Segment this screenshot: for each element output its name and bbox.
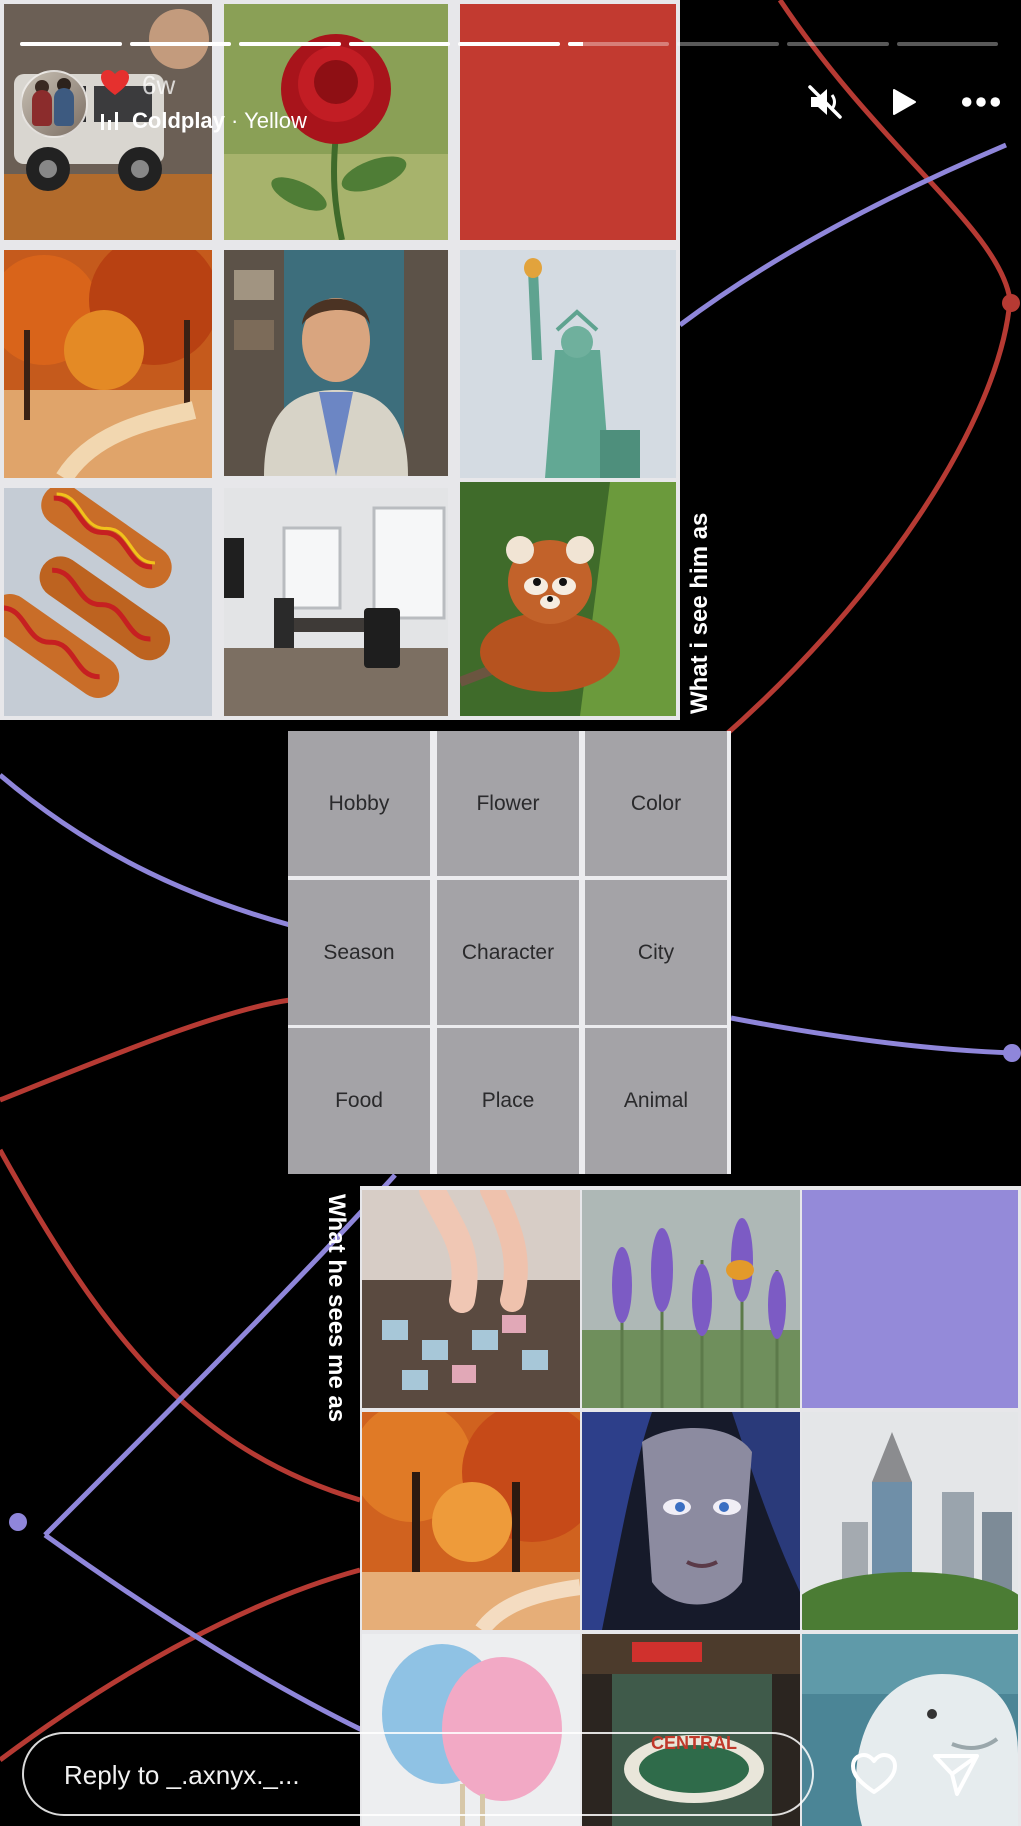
- grid-cell-flower: Flower: [437, 731, 579, 876]
- flower-lavender-image: [582, 1190, 800, 1408]
- progress-segment: [348, 42, 451, 46]
- progress-segment: [896, 42, 999, 46]
- progress-segment-fill: [129, 42, 232, 46]
- red-string-knot: [1002, 294, 1020, 312]
- food-corndogs-image: [4, 488, 212, 716]
- song-info[interactable]: Coldplay · Yellow: [132, 108, 307, 134]
- progress-segment-fill: [567, 42, 584, 46]
- season-autumn-trees-image: [362, 1412, 580, 1630]
- top-collage-label: What i see him as: [686, 512, 713, 714]
- purple-string-knot-right: [1003, 1044, 1021, 1062]
- red-string-1: [718, 0, 1013, 742]
- story-progress: [20, 42, 999, 46]
- avatar[interactable]: [20, 70, 88, 138]
- progress-segment: [20, 42, 122, 46]
- season-autumn-path-image: [4, 250, 212, 478]
- play-button[interactable]: [883, 82, 923, 122]
- purple-string-2: [0, 773, 291, 928]
- category-grid: Hobby Flower Color Season Character City Food P…: [288, 731, 731, 1174]
- progress-segment: [786, 42, 889, 46]
- red-string-3: [0, 1148, 361, 1503]
- bottom-collage-label: What he sees me as: [323, 1194, 350, 1423]
- hobby-puzzle-image: [362, 1190, 580, 1408]
- grid-cell-character: Character: [437, 880, 579, 1025]
- purple-string-3: [730, 1015, 1016, 1056]
- grid-cell-animal: Animal: [585, 1028, 727, 1174]
- grid-cell-season: Season: [288, 880, 430, 1025]
- share-button[interactable]: [930, 1748, 982, 1800]
- progress-segment: [458, 42, 560, 46]
- red-string-4: [0, 1567, 361, 1763]
- like-button[interactable]: [848, 1748, 900, 1800]
- grid-cell-food: Food: [288, 1028, 430, 1174]
- mute-icon: [808, 85, 842, 119]
- progress-segment: [129, 42, 232, 46]
- reply-input[interactable]: [62, 1734, 766, 1816]
- story-header: 6w Coldplay · Yellow: [20, 68, 1001, 138]
- purple-string-5: [43, 1532, 364, 1733]
- place-office-room-image: [224, 488, 448, 716]
- reply-bar[interactable]: [22, 1732, 814, 1816]
- progress-segment: [677, 42, 779, 46]
- grid-cell-place: Place: [437, 1028, 579, 1174]
- grid-cell-color: Color: [585, 731, 727, 876]
- progress-segment-fill: [20, 42, 122, 46]
- animal-red-panda-image: [460, 482, 676, 716]
- music-bars-icon: [101, 112, 118, 130]
- heart-icon: [851, 1753, 897, 1794]
- grid-cell-city: City: [585, 880, 727, 1025]
- animal-beluga-image: [802, 1634, 1018, 1826]
- story-age: 6w: [142, 70, 176, 100]
- progress-segment-fill: [239, 42, 341, 46]
- purple-string-4: [43, 1173, 397, 1537]
- progress-segment-fill: [458, 42, 560, 46]
- city-statue-of-liberty-image: [460, 250, 676, 478]
- color-lavender-swatch: [802, 1190, 1018, 1408]
- progress-segment: [239, 42, 341, 46]
- character-chandler-image: [224, 250, 448, 476]
- mute-button[interactable]: [805, 82, 845, 122]
- heart-emoji-icon: [101, 70, 129, 95]
- grid-cell-hobby: Hobby: [288, 731, 430, 876]
- city-skyline-image: [802, 1412, 1018, 1630]
- progress-segment: [567, 42, 670, 46]
- song-title: Yellow: [244, 108, 307, 133]
- song-separator: ·: [224, 108, 245, 133]
- play-icon: [893, 89, 916, 115]
- purple-string-1: [678, 142, 1007, 328]
- send-icon: [933, 1754, 979, 1796]
- character-jinx-image: [582, 1412, 800, 1630]
- purple-string-knot-left: [9, 1513, 27, 1531]
- song-artist: Coldplay: [132, 108, 225, 133]
- progress-segment-fill: [348, 42, 451, 46]
- more-button[interactable]: [961, 82, 1001, 122]
- more-icon: [961, 97, 1001, 107]
- red-string-2: [0, 997, 291, 1103]
